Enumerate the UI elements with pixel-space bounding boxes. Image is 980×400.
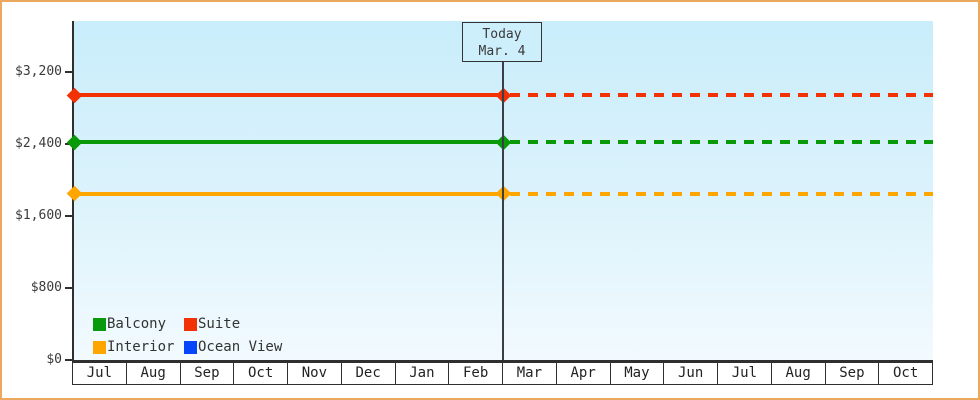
legend-item-suite: Suite [184, 316, 282, 332]
y-axis-label: $800 [30, 280, 62, 295]
balcony-line-dashed [509, 140, 933, 145]
legend-item-interior: Interior [93, 339, 184, 355]
balcony-line-solid [74, 140, 504, 145]
month-cell: Sep [179, 362, 235, 385]
y-axis-label: $3,200 [15, 64, 62, 79]
legend-swatch-icon [184, 317, 197, 331]
legend: Balcony Suite Interior Ocean View [93, 316, 282, 355]
month-cell: Mar [502, 362, 557, 385]
month-cell: Feb [448, 362, 503, 385]
suite-line-dashed [509, 93, 933, 98]
y-axis-tick [65, 287, 72, 289]
month-cell: Sep [824, 362, 880, 385]
y-axis-tick [65, 71, 72, 73]
legend-label: Ocean View [198, 339, 283, 355]
legend-swatch-icon [93, 340, 106, 354]
today-label: Today [482, 27, 522, 42]
month-cell: Jul [72, 362, 127, 385]
month-cell: Jan [394, 362, 450, 385]
month-cell: Aug [125, 362, 181, 385]
month-cell: Aug [770, 362, 826, 385]
interior-line-solid [74, 191, 504, 196]
today-vertical-line [502, 61, 504, 360]
y-axis-label: $2,400 [15, 136, 62, 151]
y-axis-label: $1,600 [15, 208, 62, 223]
month-cell: May [609, 362, 665, 385]
month-cell: Jun [663, 362, 718, 385]
legend-label: Balcony [107, 316, 167, 332]
y-axis-label: $0 [46, 352, 62, 367]
y-axis-tick [65, 215, 72, 217]
today-date-label: Mar. 4 [478, 44, 526, 59]
legend-label: Suite [198, 316, 241, 332]
interior-line-dashed [509, 191, 933, 196]
month-cell: Nov [287, 362, 342, 385]
month-cell: Apr [555, 362, 611, 385]
legend-item-balcony: Balcony [93, 316, 184, 332]
legend-swatch-icon [93, 317, 106, 331]
x-axis-month-row: Jul Aug Sep Oct Nov Dec Jan Feb Mar Apr May Jun Jul A… [72, 362, 933, 385]
today-label-box: Today Mar. 4 [462, 22, 542, 62]
legend-label: Interior [107, 339, 175, 355]
month-cell: Dec [340, 362, 396, 385]
suite-line-solid [74, 93, 504, 98]
y-axis-tick [65, 359, 72, 361]
legend-item-ocean-view: Ocean View [184, 339, 282, 355]
month-cell: Oct [878, 362, 933, 385]
legend-swatch-icon [184, 340, 197, 354]
month-cell: Jul [717, 362, 772, 385]
month-cell: Oct [233, 362, 288, 385]
